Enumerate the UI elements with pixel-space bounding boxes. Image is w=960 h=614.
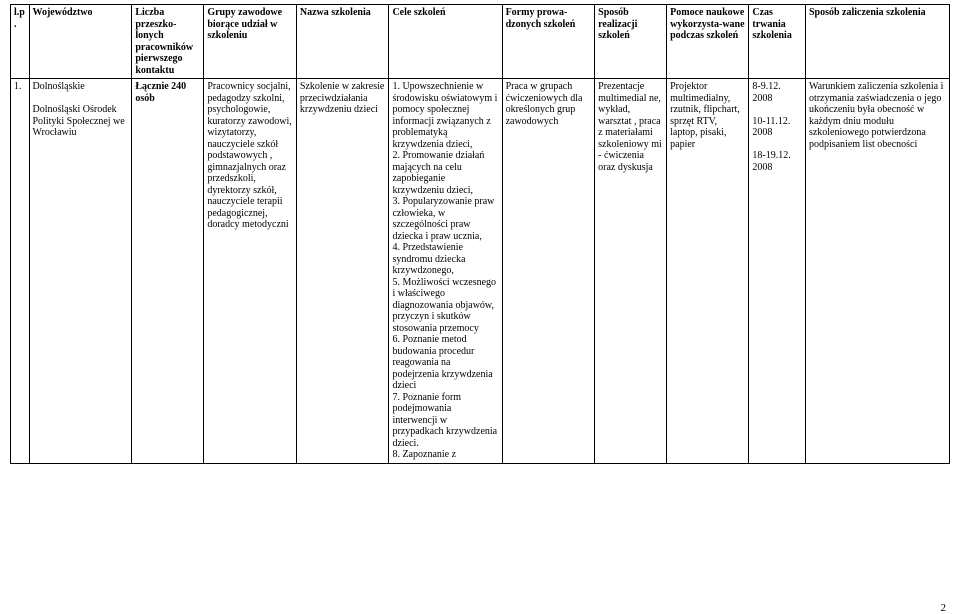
header-lp: l.p. — [11, 5, 30, 79]
header-cza: Czas trwania szkolenia — [749, 5, 806, 79]
cell-gru: Pracownicy socjalni, pedagodzy szkolni, … — [204, 79, 297, 464]
header-cel: Cele szkoleń — [389, 5, 502, 79]
table-header-row: l.p. Województwo Liczba przeszko-lonych … — [11, 5, 950, 79]
header-lic: Liczba przeszko-lonych pracowników pierw… — [132, 5, 204, 79]
header-spr: Sposób realizacji szkoleń — [595, 5, 667, 79]
header-spz: Sposób zaliczenia szkolenia — [805, 5, 949, 79]
header-naz: Nazwa szkolenia — [296, 5, 389, 79]
header-gru: Grupy zawodowe biorące udział w szkoleni… — [204, 5, 297, 79]
training-table: l.p. Województwo Liczba przeszko-lonych … — [10, 4, 950, 464]
header-pom: Pomoce naukowe wykorzysta-wane podczas s… — [667, 5, 749, 79]
cell-naz: Szkolenie w zakresie przeciwdziałania kr… — [296, 79, 389, 464]
header-woj: Województwo — [29, 5, 132, 79]
cell-pom: Projektor multimedialny, rzutnik, flipch… — [667, 79, 749, 464]
cell-woj: Dolnośląskie Dolnośląski Ośrodek Polityk… — [29, 79, 132, 464]
cell-cel: 1. Upowszechnienie w środowisku oświatow… — [389, 79, 502, 464]
cell-lic-text: Łącznie 240 osób — [135, 81, 186, 104]
cell-for: Praca w grupach ćwiczeniowych dla określ… — [502, 79, 595, 464]
page-number: 2 — [941, 602, 947, 614]
cell-lic: Łącznie 240 osób — [132, 79, 204, 464]
cell-spz: Warunkiem zaliczenia szkolenia i otrzyma… — [805, 79, 949, 464]
header-for: Formy prowa-dzonych szkoleń — [502, 5, 595, 79]
cell-spr: Prezentacje multimedial ne, wykład, wars… — [595, 79, 667, 464]
cell-lp: 1. — [11, 79, 30, 464]
table-row: 1. Dolnośląskie Dolnośląski Ośrodek Poli… — [11, 79, 950, 464]
cell-cza: 8-9.12. 2008 10-11.12. 2008 18-19.12. 20… — [749, 79, 806, 464]
